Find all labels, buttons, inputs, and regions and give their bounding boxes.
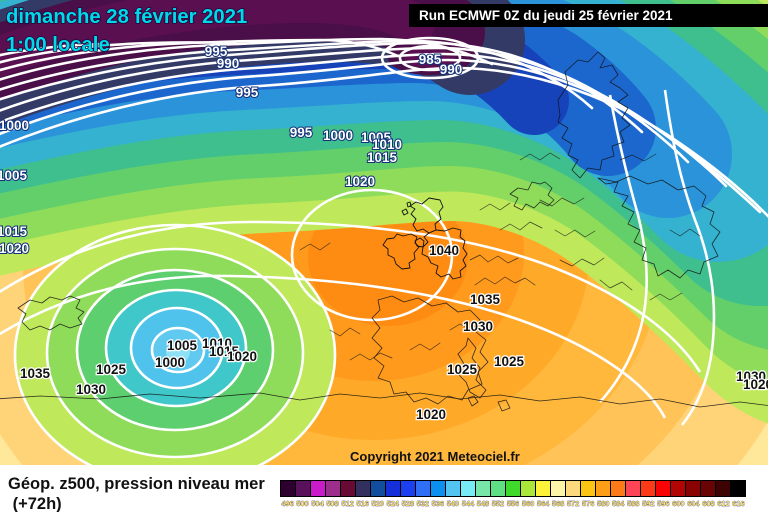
svg-text:Copyright 2021 Meteociel.fr: Copyright 2021 Meteociel.fr — [350, 449, 520, 464]
svg-text:1020: 1020 — [227, 349, 257, 364]
svg-text:1000: 1000 — [0, 118, 29, 133]
svg-text:995: 995 — [236, 85, 259, 100]
svg-text:1015: 1015 — [367, 150, 398, 165]
svg-text:1005: 1005 — [0, 168, 28, 183]
svg-text:1025: 1025 — [96, 362, 127, 377]
svg-text:1025: 1025 — [447, 362, 478, 377]
svg-text:1020: 1020 — [345, 174, 375, 189]
svg-text:985: 985 — [419, 52, 442, 67]
svg-text:1020: 1020 — [416, 407, 446, 422]
svg-text:1005: 1005 — [167, 338, 198, 353]
svg-text:995: 995 — [290, 125, 313, 140]
svg-text:1015: 1015 — [0, 224, 28, 239]
svg-text:1030: 1030 — [463, 319, 493, 334]
svg-text:990: 990 — [440, 62, 463, 77]
svg-text:1030: 1030 — [76, 382, 106, 397]
svg-text:1035: 1035 — [20, 366, 51, 381]
svg-text:1000: 1000 — [323, 128, 353, 143]
svg-text:1035: 1035 — [470, 292, 501, 307]
svg-text:1020: 1020 — [0, 241, 29, 256]
svg-text:1000: 1000 — [155, 355, 185, 370]
svg-text:1025: 1025 — [494, 354, 525, 369]
svg-text:1040: 1040 — [429, 243, 459, 258]
svg-text:1020: 1020 — [743, 377, 768, 392]
